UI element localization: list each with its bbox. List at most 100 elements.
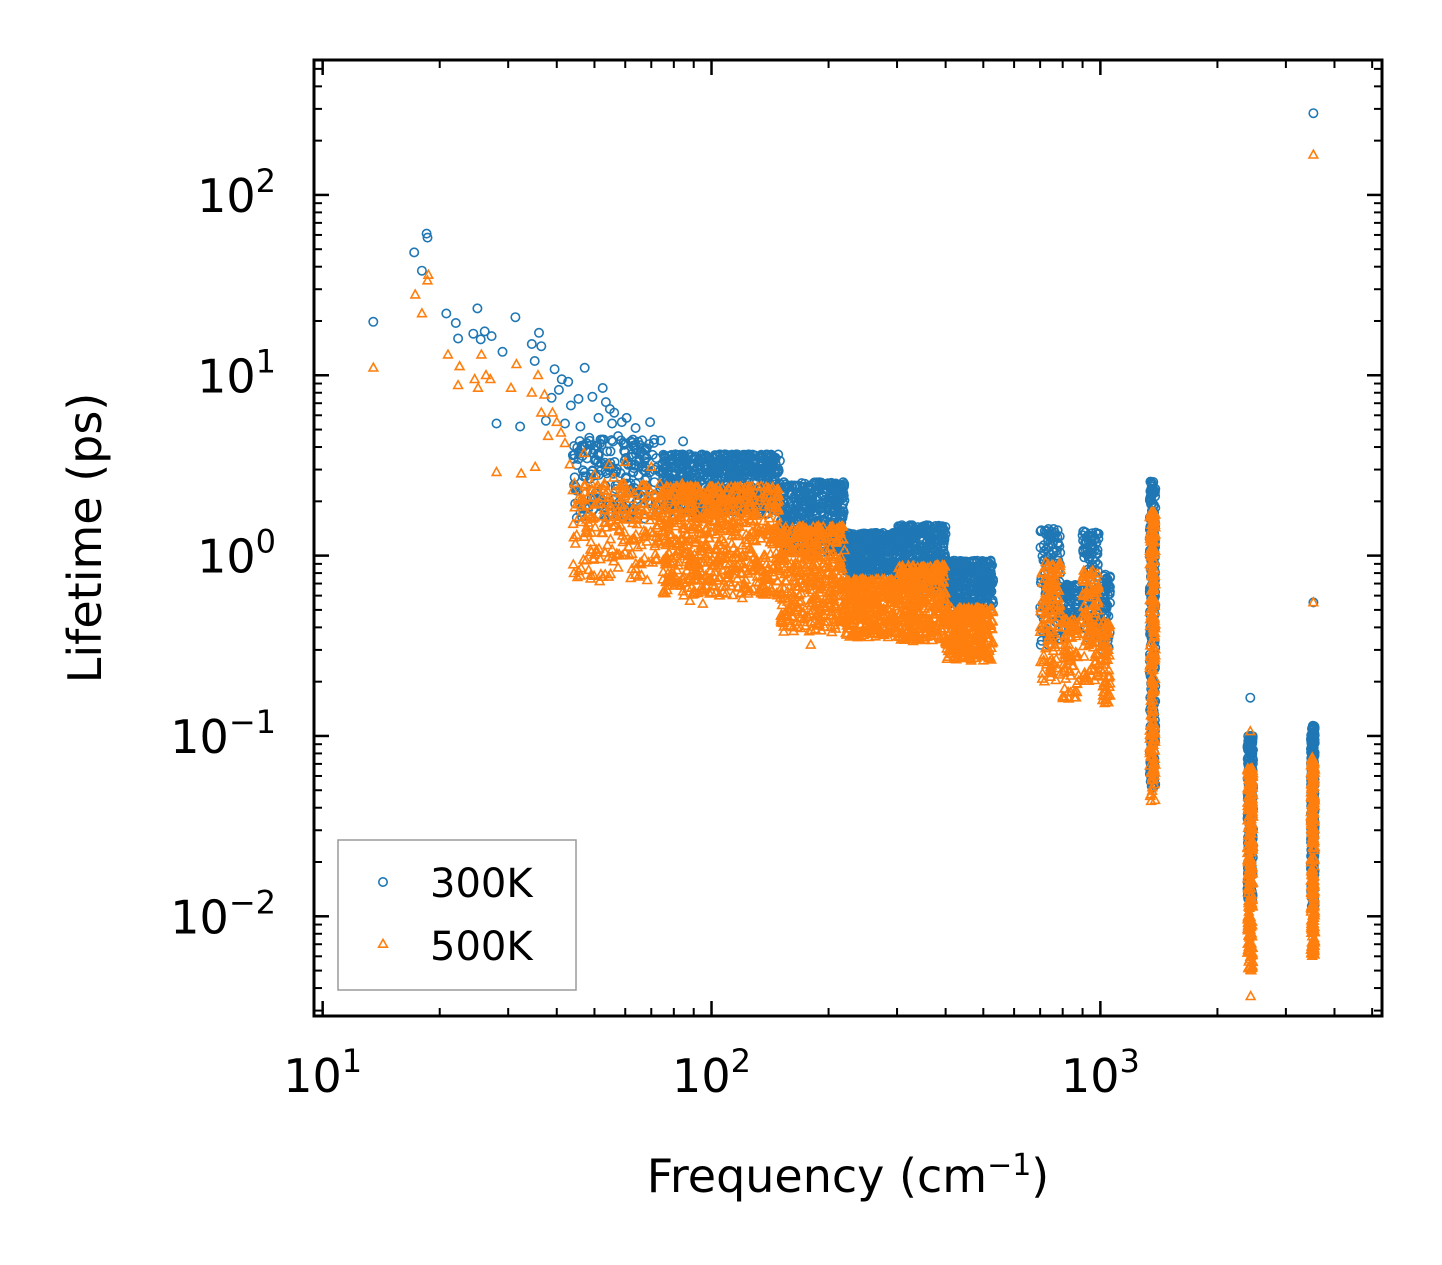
data-point [829, 618, 841, 630]
data-point [791, 615, 803, 627]
data-point [635, 489, 648, 501]
data-point [787, 560, 800, 571]
data-point [800, 496, 811, 507]
data-point [774, 583, 786, 594]
data-point [757, 514, 770, 526]
data-point [924, 536, 935, 547]
data-point [938, 538, 949, 549]
data-point [626, 562, 638, 574]
data-point [822, 605, 834, 616]
data-point [769, 502, 782, 513]
data-point [821, 478, 832, 489]
data-point [623, 549, 636, 560]
data-point [789, 536, 802, 547]
data-point [638, 524, 650, 535]
data-point [713, 523, 726, 534]
data-point [730, 551, 742, 562]
data-point [556, 374, 567, 385]
data-point [982, 565, 993, 576]
data-point [787, 546, 800, 558]
data-point [699, 489, 711, 500]
data-point [658, 504, 670, 515]
data-point [676, 506, 689, 518]
data-point [600, 521, 612, 532]
data-point [830, 511, 841, 522]
data-point [744, 457, 755, 468]
data-point [622, 509, 634, 520]
data-point [686, 588, 698, 599]
data-point [770, 452, 781, 463]
data-point [641, 535, 653, 546]
data-point [422, 232, 433, 243]
data-point [678, 540, 691, 551]
data-point [962, 579, 973, 590]
data-point [601, 484, 613, 495]
data-point [739, 549, 752, 560]
data-point [738, 578, 751, 589]
data-point [809, 623, 822, 634]
data-point [727, 589, 739, 600]
data-point [737, 558, 749, 569]
data-point [863, 549, 874, 560]
data-point [1037, 550, 1048, 561]
data-point [823, 559, 836, 570]
data-point [615, 479, 628, 491]
data-point [587, 391, 598, 402]
data-point [753, 463, 764, 474]
data-point [708, 558, 720, 570]
data-point [611, 463, 622, 474]
data-point [416, 265, 427, 276]
data-point [762, 572, 774, 583]
data-point [719, 461, 730, 472]
data-point [635, 558, 648, 569]
data-point [700, 574, 713, 585]
data-point [1146, 487, 1157, 498]
data-point [659, 553, 672, 564]
data-point [809, 615, 821, 626]
data-point [1065, 596, 1076, 607]
data-point [738, 452, 749, 463]
data-point [806, 596, 819, 608]
data-point [638, 551, 651, 563]
data-point [829, 526, 841, 538]
data-point [789, 591, 801, 602]
data-point [797, 606, 810, 617]
data-point [750, 575, 763, 587]
data-point [750, 509, 762, 520]
data-point [515, 421, 526, 432]
data-point [635, 568, 648, 580]
data-point [794, 611, 807, 623]
data-point [729, 455, 740, 466]
data-point [959, 558, 970, 569]
data-point [795, 546, 808, 558]
data-point [815, 527, 827, 538]
data-point [788, 566, 800, 577]
data-point [664, 495, 676, 506]
data-point [937, 524, 948, 535]
data-point [781, 608, 793, 619]
data-point [588, 569, 600, 581]
data-point [714, 512, 726, 524]
data-point [586, 483, 599, 495]
data-point [1085, 534, 1096, 545]
data-point [906, 534, 917, 545]
data-point [725, 471, 736, 482]
data-point [625, 436, 636, 447]
data-point [671, 564, 683, 575]
data-point [869, 528, 880, 539]
data-point [818, 484, 829, 495]
data-point [828, 492, 839, 503]
data-point [720, 557, 732, 568]
data-point [736, 539, 749, 550]
data-point [685, 487, 698, 499]
data-point [795, 534, 807, 545]
data-point [763, 498, 775, 509]
data-point [591, 454, 602, 465]
data-point [648, 437, 659, 448]
data-point [657, 587, 670, 598]
data-point [762, 521, 775, 533]
data-point [690, 567, 702, 579]
data-point [819, 502, 830, 513]
data-point [684, 523, 697, 534]
